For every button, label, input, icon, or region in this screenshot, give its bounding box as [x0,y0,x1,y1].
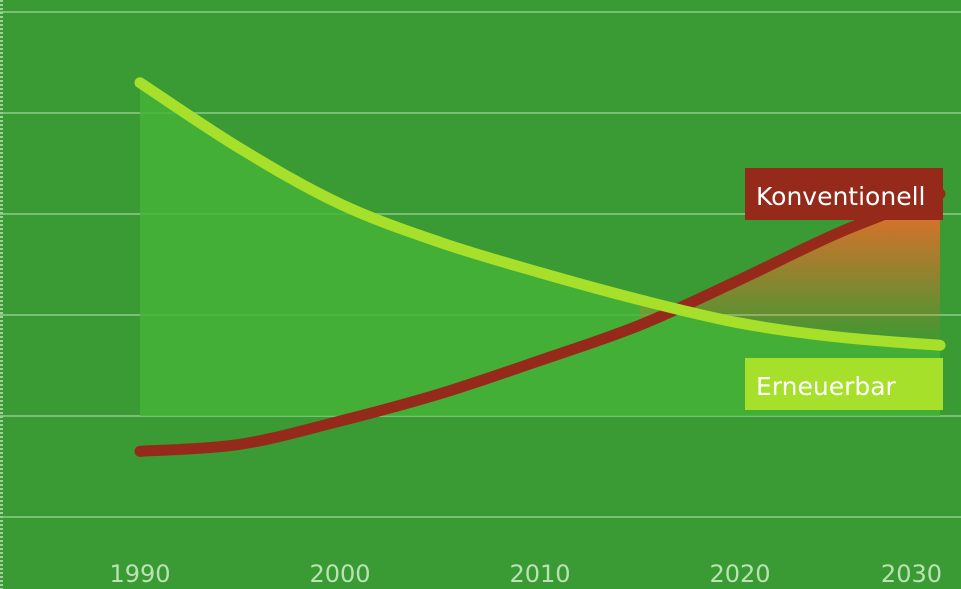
x-tick-label: 2020 [709,560,770,588]
label-box-konventionell [745,168,943,220]
x-axis-ticks: 1990 2000 2010 2020 2030 [109,560,942,588]
area-conventional [640,193,940,346]
line-konventionell [134,188,946,457]
area-fills [140,82,940,416]
x-tick-label: 2010 [509,560,570,588]
series-label-erneuerbar: Erneuerbar [756,372,897,401]
label-box-erneuerbar [745,358,943,410]
area-renewable [140,82,940,416]
left-border [0,0,3,589]
x-tick-label: 2000 [309,560,370,588]
series-lines [134,77,946,457]
line-erneuerbar [134,77,946,351]
series-label-konventionell: Konventionell [756,182,925,211]
series-labels: Konventionell Erneuerbar [745,168,943,410]
x-tick-label: 2030 [881,560,942,588]
x-tick-label: 1990 [109,560,170,588]
